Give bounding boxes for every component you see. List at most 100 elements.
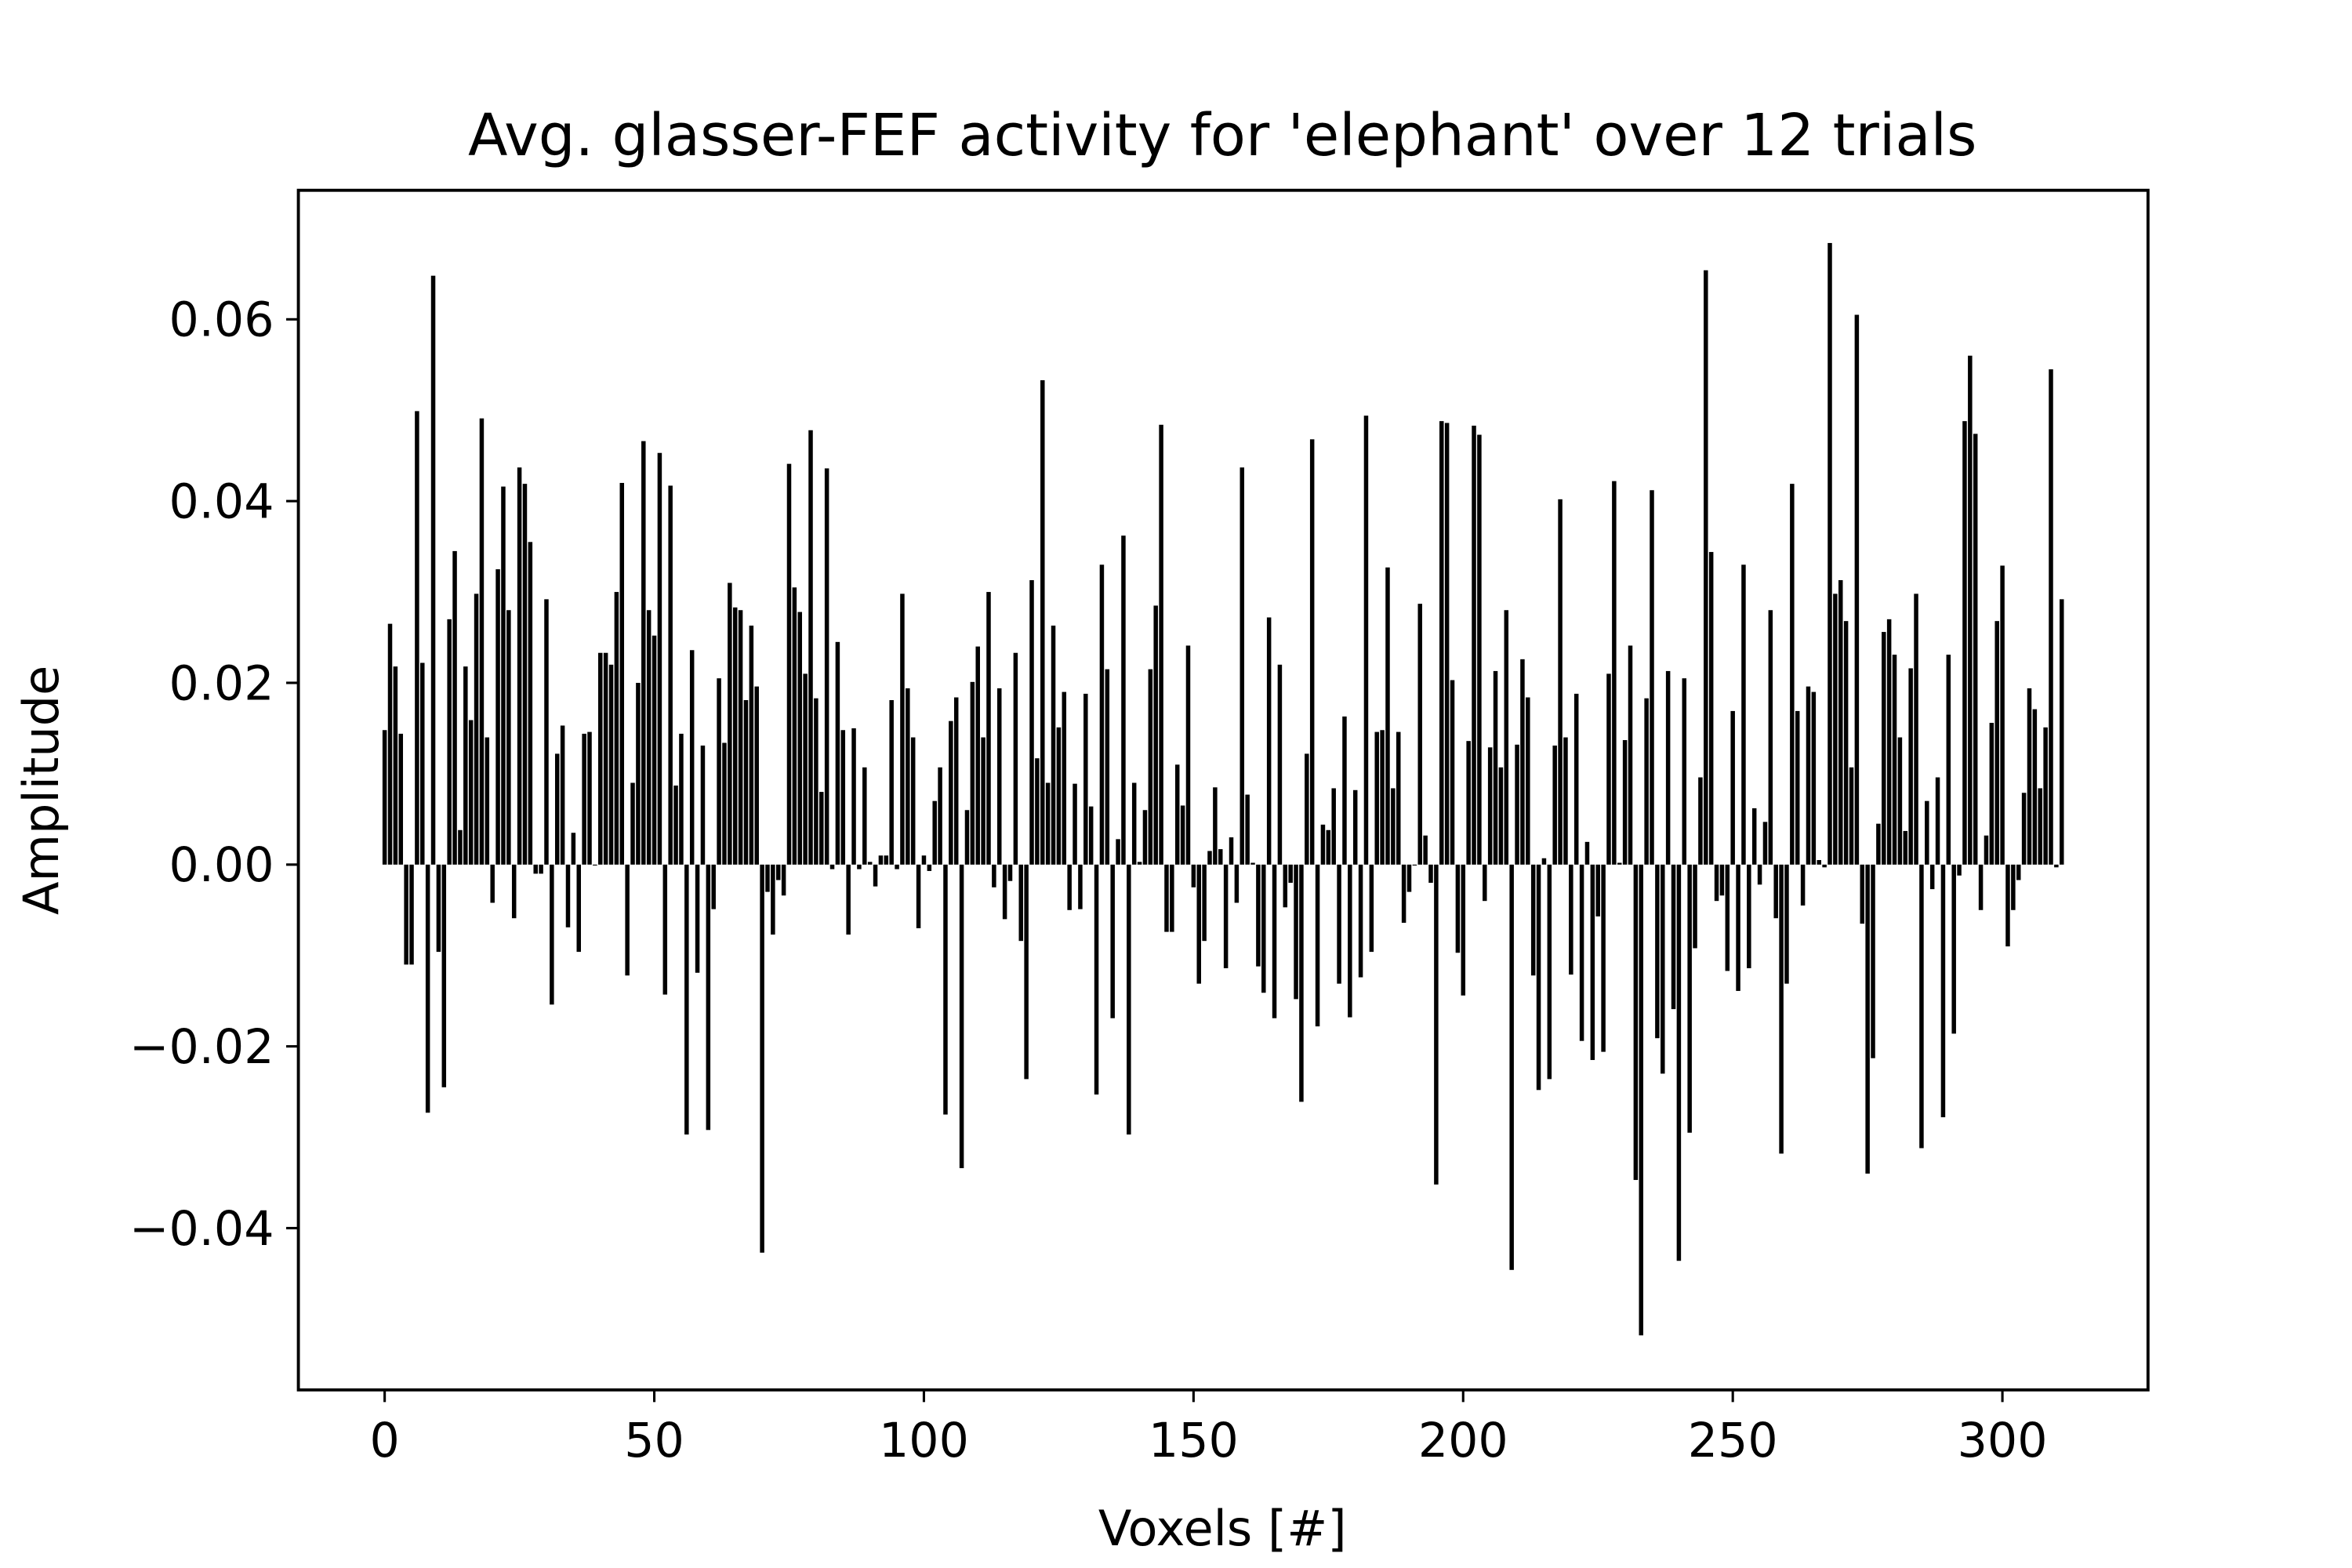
bar [528, 542, 533, 865]
bar [1741, 564, 1746, 865]
bar [1957, 864, 1962, 876]
bar [1213, 787, 1218, 865]
y-axis-label: Amplitude [13, 666, 70, 915]
bar [1466, 741, 1471, 865]
bar [1164, 864, 1169, 932]
chart-title: Avg. glasser-FEF activity for 'elephant'… [468, 103, 1977, 169]
bar [1558, 499, 1563, 865]
bar [1655, 864, 1660, 1039]
bar [2016, 864, 2021, 880]
bar [425, 864, 430, 1113]
bar [452, 550, 457, 865]
bar [1962, 421, 1967, 865]
plot: −0.04 −0.02 0.00 0.02 0.04 0.06 0 50 100 150 200 25… [129, 242, 2064, 1468]
bar [1719, 864, 1725, 896]
bar [404, 864, 408, 965]
bar [1337, 864, 1341, 984]
bar [1806, 686, 1811, 865]
bar [851, 728, 856, 865]
bar [1882, 632, 1886, 865]
bar [1530, 864, 1536, 976]
bar [1886, 619, 1892, 865]
bar [673, 785, 678, 865]
bar [1493, 670, 1498, 865]
bar [1369, 864, 1374, 953]
bar [511, 864, 517, 919]
bar [1693, 864, 1697, 949]
bar [808, 430, 813, 865]
bar [598, 652, 603, 865]
bar [1730, 710, 1735, 865]
bar [949, 720, 953, 865]
bar [1434, 864, 1439, 1185]
bar [1919, 864, 1924, 1149]
bar [1261, 864, 1266, 993]
bar [986, 592, 991, 865]
bar [560, 725, 565, 865]
bar [1245, 794, 1250, 865]
bar [1223, 864, 1229, 968]
bar [1628, 645, 1633, 865]
bar [1035, 758, 1040, 865]
bar [1174, 764, 1180, 865]
bar [571, 833, 576, 865]
bar [1396, 731, 1401, 865]
bar [1444, 423, 1450, 865]
bar [1299, 864, 1304, 1102]
bar [1250, 862, 1255, 865]
bar [1320, 824, 1326, 865]
bar [2032, 709, 2038, 865]
bar [1331, 788, 1336, 865]
bar [1461, 864, 1466, 996]
bar [393, 666, 398, 865]
x-tick-label: 0 [369, 1414, 399, 1468]
bar [970, 681, 975, 865]
bar [743, 700, 749, 865]
bar [1067, 864, 1072, 910]
bar [1477, 434, 1482, 865]
bar [1768, 610, 1773, 865]
bar [495, 569, 500, 865]
bar [1622, 740, 1628, 865]
bar [1612, 481, 1617, 865]
bar [2000, 565, 2005, 865]
bar [554, 753, 560, 865]
bar [1455, 864, 1461, 953]
bar [775, 864, 781, 880]
bar [1374, 731, 1379, 865]
bar [1541, 858, 1547, 865]
bar [1180, 805, 1185, 865]
bar [2049, 369, 2053, 865]
bar [668, 485, 673, 865]
bar [1256, 864, 1261, 967]
bar [1606, 673, 1611, 865]
bar [1240, 467, 1245, 865]
bar [2043, 727, 2048, 865]
bar [1935, 777, 1940, 865]
bar [1843, 621, 1849, 865]
bar [1865, 864, 1870, 1174]
bar [485, 737, 490, 865]
bar [873, 864, 878, 887]
bar [1450, 680, 1455, 865]
bar [803, 673, 808, 865]
bar [1822, 864, 1827, 868]
bar [387, 623, 393, 865]
bar [1682, 678, 1687, 865]
bar [398, 733, 404, 865]
bar [636, 682, 641, 865]
bar [2021, 793, 2027, 865]
bar [1929, 864, 1935, 890]
x-tick-label: 250 [1688, 1414, 1778, 1468]
bar [964, 810, 970, 865]
bar [884, 855, 889, 865]
bar [1951, 864, 1956, 1034]
bar [711, 864, 716, 909]
bar [1790, 484, 1795, 865]
bar [1153, 605, 1158, 865]
bar [1978, 864, 1984, 910]
bar [1024, 864, 1029, 1080]
bar [835, 641, 840, 865]
bar [1110, 864, 1115, 1018]
bar [1676, 864, 1682, 1261]
